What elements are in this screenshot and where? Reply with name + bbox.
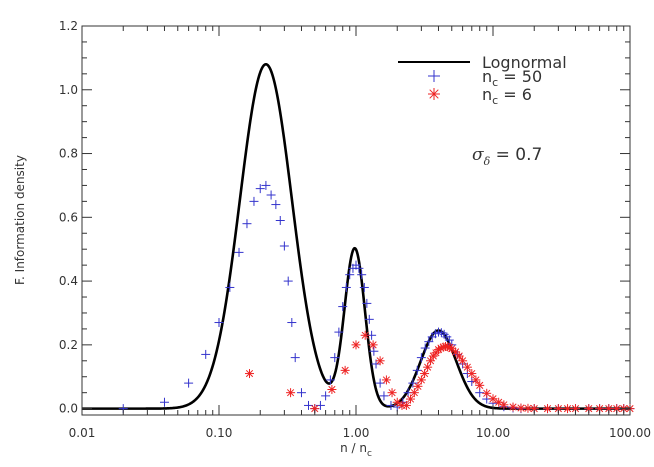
nc6-point (409, 388, 419, 398)
y-tick-label: 0.0 (59, 402, 78, 416)
nc6-point (245, 369, 255, 379)
nc6-point (368, 340, 378, 350)
nc50-point (234, 247, 244, 257)
legend-asterisk-swatch (428, 88, 440, 100)
nc50-point (325, 375, 335, 385)
nc50-point (225, 282, 235, 292)
legend: Lognormal nc = 50 nc = 6 (398, 53, 567, 107)
nc50-point (416, 353, 426, 363)
nc50-point (266, 190, 276, 200)
nc6-point (327, 384, 337, 394)
nc50-point (242, 219, 252, 229)
nc6-point (454, 351, 464, 361)
nc50-point (408, 378, 418, 388)
plot-area (81, 25, 631, 416)
nc50-point (287, 318, 297, 328)
nc6-point (499, 400, 509, 410)
nc6-point (467, 369, 477, 379)
nc50-point (354, 263, 364, 273)
nc6-point (543, 404, 553, 414)
legend-label-nc50: nc = 50 (482, 67, 542, 89)
nc50-point (357, 270, 367, 280)
nc50-point (330, 353, 340, 363)
nc50-point (184, 378, 194, 388)
y-tick-label: 0.4 (59, 274, 78, 288)
y-axis-title: F. Information density (13, 155, 27, 285)
nc50-point (261, 180, 271, 190)
nc50-point (296, 388, 306, 398)
nc6-point (387, 388, 397, 398)
nc6-point (426, 356, 436, 366)
nc50-point (283, 276, 293, 286)
nc50-point (159, 397, 169, 407)
y-tick-label: 0.8 (59, 147, 78, 161)
nc6-point (375, 356, 385, 366)
nc6-point (340, 365, 350, 375)
y-tick-label: 1.2 (59, 19, 78, 33)
y-tick-label: 0.2 (59, 338, 78, 352)
nc6-point (475, 380, 485, 390)
nc6-point (523, 403, 533, 413)
nc50-point (359, 282, 369, 292)
nc50-point (334, 327, 344, 337)
nc50-point (341, 282, 351, 292)
nc50-point (271, 200, 281, 210)
nc6-point (482, 388, 492, 398)
y-tick-label: 0.6 (59, 210, 78, 224)
nc6-point (381, 375, 391, 385)
x-axis-title: n / nc (340, 441, 372, 459)
nc6-point (458, 356, 468, 366)
x-tick-label: 1.00 (343, 426, 370, 440)
nc6-point (392, 397, 402, 407)
nc6-point (401, 400, 411, 410)
x-tick-label: 0.10 (206, 426, 233, 440)
nc6-point (584, 404, 594, 414)
nc50-point (345, 270, 355, 280)
nc6-point (508, 402, 518, 412)
nc6-point (462, 362, 472, 372)
legend-label-lognormal: Lognormal (482, 53, 567, 72)
nc50-point (420, 343, 430, 353)
nc6-point (286, 388, 296, 398)
nc50-point (321, 391, 331, 401)
x-tick-label: 0.01 (69, 426, 96, 440)
nc50-point (249, 196, 259, 206)
legend-label-nc6: nc = 6 (482, 85, 532, 107)
nc6-point (488, 394, 498, 404)
nc50-point (379, 391, 389, 401)
nc50-point (369, 346, 379, 356)
nc50-point (255, 184, 265, 194)
plot-frame (81, 25, 631, 416)
nc50-point (338, 302, 348, 312)
axes-layer: 0.01 0.10 1.00 10.00 100.00 0.0 0.2 0.4 0.6 0.8 1.… (59, 19, 651, 440)
legend-plus-swatch (428, 70, 440, 82)
lognormal-curve (81, 62, 631, 410)
nc6-point (360, 330, 370, 340)
nc6-point (471, 375, 481, 385)
nc50-point (275, 216, 285, 225)
nc50-point (290, 353, 300, 363)
x-tick-label: 100.00 (609, 426, 651, 440)
nc6-point (595, 404, 605, 414)
nc50-point (364, 314, 374, 324)
nc6-point (406, 394, 416, 404)
nc6-point (563, 404, 573, 414)
x-tick-label: 10.00 (476, 426, 510, 440)
series-layer (81, 62, 635, 414)
sigma-annotation: σδ = 0.7 (472, 145, 542, 168)
nc6-point (351, 340, 361, 350)
nc50-point (362, 298, 372, 308)
nc50-point (412, 365, 422, 375)
nc6-point (423, 362, 433, 372)
y-tick-label: 1.0 (59, 83, 78, 97)
nc50-point (201, 349, 211, 359)
nc50-point (214, 318, 224, 328)
nc50-point (424, 337, 434, 347)
nc6-point (416, 375, 426, 385)
nc6-point (413, 381, 423, 391)
nc50-point (279, 241, 289, 251)
